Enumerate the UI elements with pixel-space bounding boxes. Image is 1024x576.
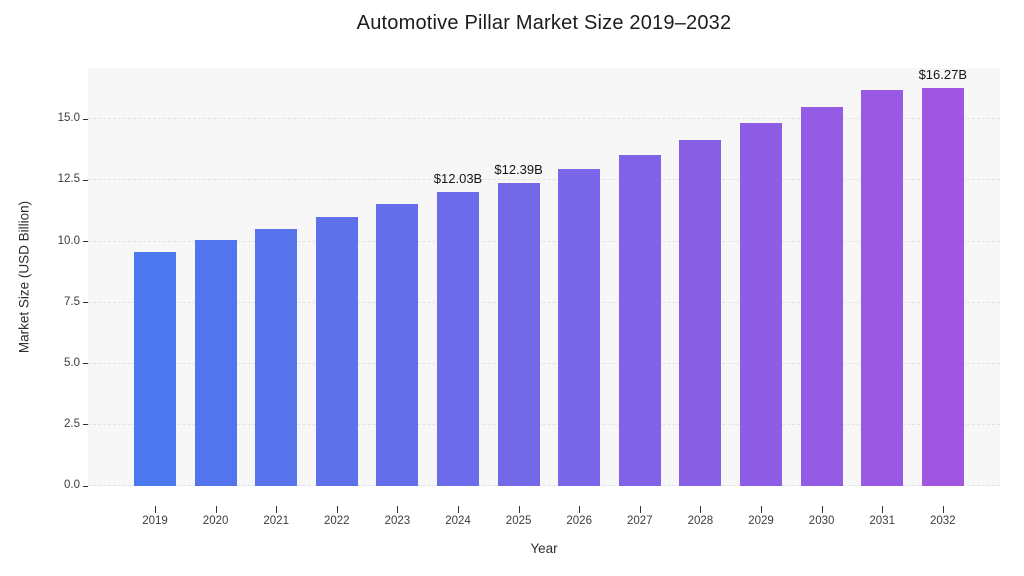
y-tick-label: 15.0 [57,112,80,125]
bar-value-label: $16.27B [918,67,968,83]
bar [679,139,722,486]
x-tick-mark [458,506,459,513]
x-tick-label: 2020 [202,515,229,527]
bar [921,88,964,486]
x-tick-label: 2032 [930,515,956,527]
bar [376,204,419,486]
y-tick-mark [83,485,88,487]
x-tick-mark [579,506,581,513]
x-tick-label: 2031 [869,515,895,527]
x-tick-mark [215,506,217,513]
x-tick-mark [397,506,399,513]
x-tick-label: 2027 [627,515,653,527]
y-tick-label: 7.5 [64,295,80,308]
y-tick-label: 5.0 [64,356,80,369]
y-tick-mark [83,302,88,304]
y-tick-mark [83,179,88,181]
bar [497,183,540,486]
x-tick-mark [942,506,944,513]
y-tick-label: 12.5 [57,173,80,186]
y-tick-label: 0.0 [64,479,80,491]
y-tick-label: 2.5 [64,417,80,430]
bar [558,169,601,486]
x-tick-label: 2023 [384,515,411,527]
y-tick-mark [83,424,88,426]
bar [740,123,782,486]
gridline [88,362,1000,364]
bar [315,217,358,486]
chart-title: Automotive Pillar Market Size 2019–2032 [356,12,732,34]
x-tick-label: 2021 [263,515,289,527]
x-tick-mark [276,506,278,513]
x-tick-label: 2022 [324,515,350,527]
x-tick-label: 2019 [142,515,168,527]
x-tick-label: 2029 [748,515,774,527]
x-axis-label: Year [530,541,558,556]
x-tick-mark [821,506,823,513]
bar [861,90,904,486]
x-tick-mark [336,506,338,513]
x-tick-label: 2030 [808,515,835,527]
bar [194,240,237,486]
bar [800,106,843,486]
y-tick-label: 10.0 [57,234,80,247]
x-tick-mark [882,506,884,513]
gridline [88,485,1000,486]
x-tick-mark [700,506,702,513]
x-tick-label: 2026 [566,515,592,527]
bar-value-label: $12.03B [433,170,483,186]
y-tick-mark [83,241,88,243]
bar [618,154,661,486]
bar-value-label: $12.39B [494,162,543,178]
bar [134,252,176,486]
plot-area [88,68,1000,486]
x-tick-mark [639,506,641,513]
gridline [88,240,1000,242]
bar [255,229,298,486]
x-tick-mark [518,506,520,513]
gridline [88,179,1000,181]
y-tick-mark [83,363,88,365]
gridline [88,301,1000,303]
y-tick-mark [83,118,88,120]
bar [437,191,479,486]
x-tick-label: 2024 [445,515,471,527]
gridline [88,118,1000,120]
x-tick-label: 2028 [687,515,714,527]
x-tick-mark [155,506,156,513]
gridline [88,423,1000,425]
x-tick-label: 2025 [505,515,532,527]
x-tick-mark [761,506,762,513]
y-axis-label: Market Size (USD Billion) [16,200,32,354]
